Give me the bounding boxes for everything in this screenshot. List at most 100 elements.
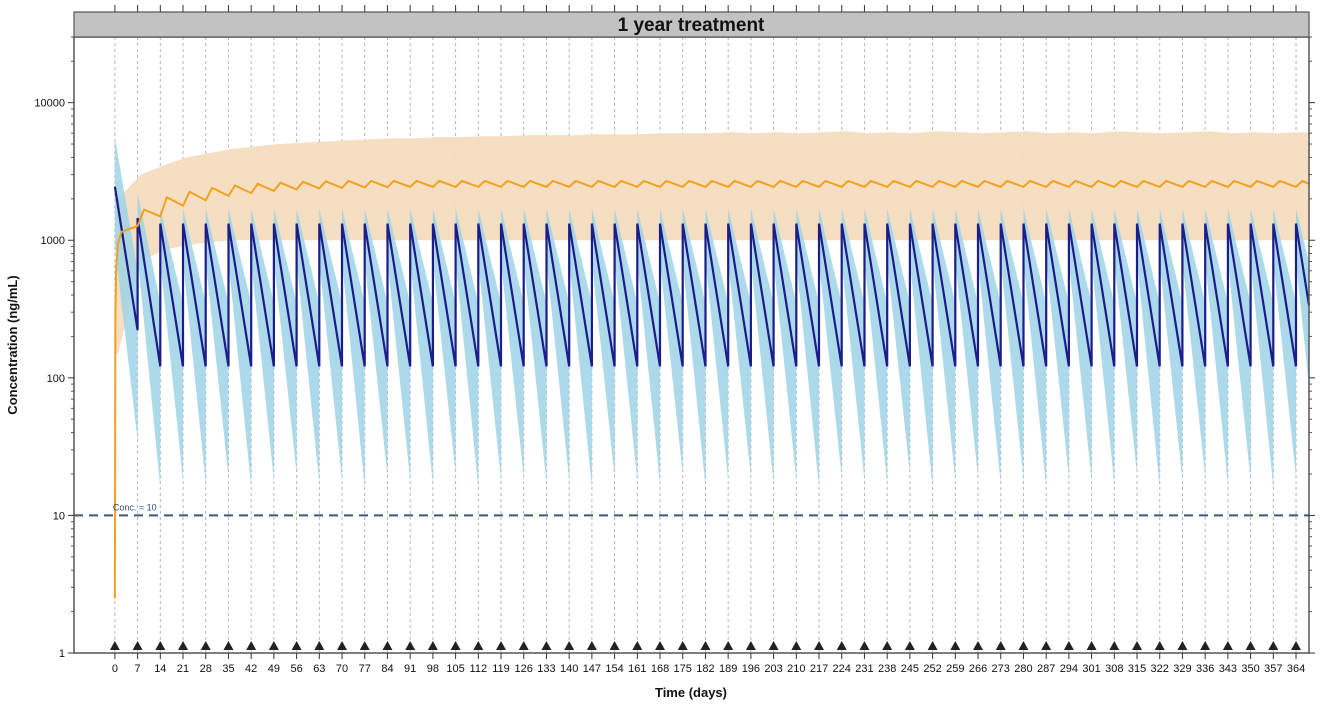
x-axis-title: Time (days) (655, 685, 727, 700)
dose-marker-triangle (791, 641, 802, 650)
x-tick-label: 280 (1014, 663, 1032, 675)
x-tick-label: 147 (583, 663, 601, 675)
weekly-band-segment (387, 208, 411, 481)
x-tick-label: 273 (992, 663, 1010, 675)
weekly-band-segment (614, 208, 638, 481)
x-tick-label: 217 (810, 663, 828, 675)
weekly-band-segment (1250, 208, 1274, 488)
x-tick-label: 329 (1173, 663, 1191, 675)
dose-marker-triangle (541, 641, 552, 650)
y-axis-title: Concentration (ng/mL) (5, 275, 20, 414)
dose-marker-triangle (882, 641, 893, 650)
lines-layer (113, 179, 1311, 599)
dose-marker-triangle (1177, 641, 1188, 650)
weekly-band-segment (205, 208, 229, 478)
dose-marker-triangle (178, 641, 189, 650)
weekly-band-segment (273, 208, 297, 474)
weekly-band-segment (1000, 208, 1024, 481)
weekly-band-segment (819, 208, 842, 478)
y-tick-label: 10000 (34, 98, 65, 110)
x-tick-label: 336 (1196, 663, 1214, 675)
x-tick-label: 322 (1151, 663, 1169, 675)
dose-marker-triangle (473, 641, 484, 650)
x-tick-label: 112 (470, 663, 488, 675)
dose-marker-triangle (1291, 641, 1302, 650)
x-tick-label: 350 (1241, 663, 1259, 675)
x-tick-label: 252 (923, 663, 941, 675)
weekly-band-segment (978, 208, 1001, 484)
weekly-band-segment (160, 208, 183, 481)
x-tick-label: 308 (1105, 663, 1123, 675)
weekly-band-segment (546, 208, 570, 481)
x-tick-label: 84 (381, 663, 393, 675)
dose-marker-triangle (632, 641, 643, 650)
x-tick-label: 357 (1264, 663, 1282, 675)
weekly-band-segment (1182, 208, 1206, 478)
y-tick-label: 1 (59, 648, 65, 660)
weekly-band-segment (955, 208, 978, 478)
x-tick-label: 196 (742, 663, 760, 675)
x-tick-label: 182 (696, 663, 714, 675)
weekly-band-segment (251, 208, 274, 481)
weekly-band-segment (728, 208, 751, 478)
x-tick-label: 203 (764, 663, 782, 675)
dose-marker-triangle (450, 641, 461, 650)
weekly-median-line (113, 186, 1311, 367)
x-tick-label: 364 (1287, 663, 1305, 675)
weekly-band-segment (296, 208, 320, 484)
weekly-band-segment (137, 193, 161, 488)
dose-marker-triangle (723, 641, 734, 650)
dose-marker-triangle (382, 641, 393, 650)
x-tick-label: 126 (515, 663, 533, 675)
reference-line-group: Conc. = 10 (74, 502, 1309, 517)
y-tick-label: 10 (53, 510, 65, 522)
x-tick-label: 343 (1219, 663, 1237, 675)
x-tick-label: 287 (1037, 663, 1055, 675)
weekly-band-segment (1159, 208, 1183, 481)
dose-marker-triangle (155, 641, 166, 650)
dose-marker-triangle (1245, 641, 1256, 650)
weekly-band-segment (1023, 208, 1047, 488)
dose-marker-triangle (677, 641, 688, 650)
weekly-band-segment (637, 208, 660, 484)
dose-markers (109, 641, 1302, 650)
weekly-band-segment (864, 208, 888, 484)
weekly-band-segment (1068, 208, 1092, 481)
dose-marker-triangle (291, 641, 302, 650)
dose-marker-triangle (814, 641, 825, 650)
weekly-band-segment (114, 137, 138, 441)
dose-marker-triangle (927, 641, 938, 650)
dose-marker-triangle (745, 641, 756, 650)
dose-marker-triangle (109, 641, 120, 650)
dose-marker-triangle (1200, 641, 1211, 650)
dose-marker-triangle (132, 641, 143, 650)
dose-marker-triangle (700, 641, 711, 650)
weekly-band-segment (660, 208, 683, 474)
dose-marker-triangle (950, 641, 961, 650)
dose-marker-triangle (564, 641, 575, 650)
weekly-band-segment (932, 208, 956, 481)
x-tick-label: 245 (901, 663, 919, 675)
weekly-band-segment (478, 208, 501, 481)
weekly-band-segment (682, 208, 706, 488)
weekly-band-segment (796, 208, 819, 488)
weekly-band-segment (1114, 208, 1137, 474)
dose-marker-triangle (518, 641, 529, 650)
weekly-band-segment (1091, 208, 1115, 484)
x-tick-label: 140 (560, 663, 578, 675)
weekly-band-segment (1273, 208, 1296, 478)
weekly-band-segment (1296, 208, 1309, 387)
dose-marker-triangle (655, 641, 666, 650)
x-tick-label: 98 (427, 663, 439, 675)
x-tick-label: 231 (855, 663, 873, 675)
x-tick-label: 119 (492, 663, 510, 675)
x-axis: 0 7 14 21 28 35 42 49 56 63 70 77 84 91 98 105 112 119 126… (112, 5, 1305, 675)
x-tick-label: 77 (359, 663, 371, 675)
x-tick-label: 161 (628, 663, 646, 675)
x-tick-label: 189 (719, 663, 737, 675)
dose-marker-triangle (1222, 641, 1233, 650)
accumulating-median-line (113, 179, 1310, 599)
weekly-band-segment (523, 208, 547, 484)
dose-marker-triangle (768, 641, 779, 650)
